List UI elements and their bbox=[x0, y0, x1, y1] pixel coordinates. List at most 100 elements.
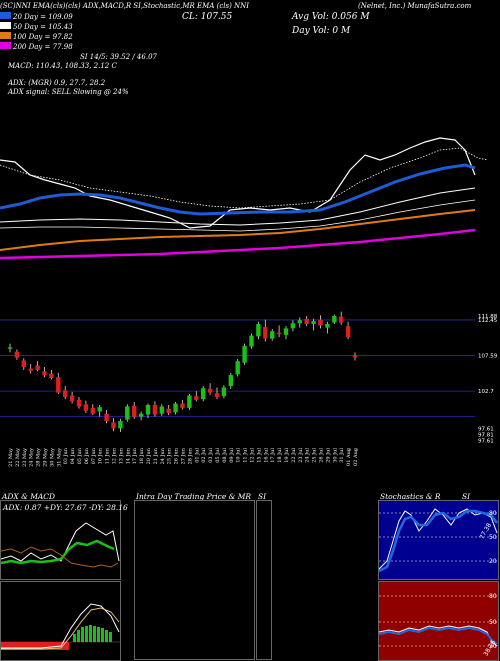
date-tick-label: 13 Jun bbox=[118, 447, 124, 464]
candle-body bbox=[352, 355, 358, 358]
si-indicator-panel: 80 50 20 38.16 bbox=[378, 581, 499, 661]
date-tick-label: 07 Jun bbox=[91, 447, 97, 464]
si-indicator-chart: 80 50 20 38.16 bbox=[379, 593, 498, 657]
candle-body bbox=[28, 368, 33, 371]
si-line: SI 14/5: 39.52 / 46.07 bbox=[80, 53, 157, 61]
candle-body bbox=[228, 375, 233, 386]
si-panel-title: SI bbox=[258, 492, 267, 501]
candle-body bbox=[283, 328, 289, 335]
candle-body bbox=[263, 326, 268, 339]
si2-panel-title: SI bbox=[462, 492, 471, 501]
price-level-label: 102.7 bbox=[478, 389, 494, 395]
si-white-line bbox=[379, 625, 498, 647]
price-level-label: 111.88 bbox=[478, 314, 498, 320]
candle-body bbox=[242, 345, 247, 363]
candle-body bbox=[138, 413, 144, 417]
candle-body bbox=[290, 323, 296, 329]
stoch-level-80: 80 bbox=[489, 510, 497, 517]
adx-line: ADX: (MGR) 0.9, 27.7, 28.2 bbox=[8, 79, 106, 87]
date-tick-label: 23 May bbox=[22, 448, 28, 467]
date-tick-label: 10 Jun bbox=[98, 447, 104, 464]
date-tick-label: 29 May bbox=[43, 448, 49, 467]
date-tick-label: 29 Jul bbox=[325, 448, 331, 463]
date-tick-label: 30 Jul bbox=[332, 448, 338, 463]
candle-body bbox=[56, 377, 61, 393]
price-level-label: 97.61 bbox=[478, 438, 494, 444]
ema20-dotted-line bbox=[0, 147, 489, 209]
date-tick-label: 22 Jul bbox=[291, 448, 297, 463]
date-tick-label: 11 Jun bbox=[105, 447, 111, 464]
macd-panel bbox=[0, 581, 121, 661]
si-level-50: 50 bbox=[489, 619, 497, 626]
candle-body bbox=[270, 331, 275, 339]
candle-body bbox=[187, 395, 192, 408]
date-tick-label: 18 Jun bbox=[139, 447, 145, 464]
date-tick-label: 11 Jul bbox=[243, 448, 249, 463]
date-tick-label: 03 Jul bbox=[208, 448, 214, 463]
date-tick-label: 02 Aug bbox=[353, 447, 359, 466]
candle-body bbox=[318, 319, 323, 326]
ema200-line bbox=[0, 228, 476, 260]
candle-body bbox=[194, 396, 199, 400]
candle-body bbox=[180, 403, 185, 408]
date-tick-label: 31 Jul bbox=[339, 448, 345, 463]
candle-body bbox=[276, 332, 282, 335]
adx-panel: ADX: 0.87 +DY: 27.67 -DY: 28.16 bbox=[0, 500, 128, 580]
stoch-k-line bbox=[379, 508, 498, 570]
date-tick-label: 26 Jun bbox=[174, 447, 180, 464]
date-tick-label: 08 Jul bbox=[222, 448, 228, 463]
candle-body bbox=[97, 407, 102, 412]
date-tick-label: 15 Jul bbox=[256, 448, 262, 463]
stoch-level-50: 50 bbox=[489, 534, 497, 541]
price-level-label: 97.61 bbox=[478, 426, 494, 432]
header-company: (Nelnet, Inc.) MunafaSutra.com bbox=[358, 2, 472, 10]
candle-body bbox=[104, 413, 109, 422]
date-tick-label: 12 Jun bbox=[112, 447, 118, 464]
candle-body bbox=[249, 335, 254, 347]
ema20-line bbox=[0, 163, 476, 216]
si-panel bbox=[256, 500, 272, 660]
date-tick-label: 26 Jul bbox=[319, 448, 325, 463]
date-tick-label: 18 Jul bbox=[277, 448, 283, 463]
ema200-swatch bbox=[0, 42, 11, 49]
date-tick-label: 21 Jun bbox=[153, 447, 159, 464]
adx-signal: ADX signal: SELL Slowing @ 24% bbox=[8, 88, 129, 96]
date-tick-label: 09 Jul bbox=[229, 448, 235, 463]
macd-hist-neg bbox=[1, 642, 69, 650]
date-tick-label: 05 Jul bbox=[215, 448, 221, 463]
intraday-panel-title: Intra Day Trading Price & MR bbox=[136, 492, 252, 501]
macd-chart bbox=[1, 603, 120, 650]
stochastic-panel: 80 50 20 77.38 bbox=[378, 500, 499, 580]
ema50-swatch bbox=[0, 22, 11, 29]
candle-body bbox=[166, 408, 171, 413]
ema20-value: 20 Day = 109.09 bbox=[13, 13, 73, 21]
ema200-label: 200 Day = 77.98 bbox=[0, 42, 73, 51]
price-level-label: 112.45 bbox=[478, 318, 498, 324]
stoch-panel-title: Stochastics & R bbox=[380, 492, 441, 501]
date-tick-label: 24 Jun bbox=[160, 447, 166, 464]
candle-body bbox=[49, 373, 54, 378]
intraday-panel bbox=[134, 500, 255, 660]
candle-body bbox=[207, 388, 213, 393]
price-level-label: 97.81 bbox=[478, 432, 494, 438]
date-tick-label: 17 Jul bbox=[270, 448, 276, 463]
price-close-line bbox=[0, 137, 476, 229]
candle-body bbox=[297, 320, 302, 324]
candle-body bbox=[339, 316, 344, 323]
date-tick-label: 28 Jun bbox=[187, 447, 193, 464]
avg-volume: Avg Vol: 0.056 M bbox=[292, 12, 370, 22]
candle-body bbox=[221, 387, 227, 397]
ema100-swatch bbox=[0, 32, 11, 39]
stochastic-chart: 80 50 20 77.38 bbox=[379, 508, 498, 573]
candle-body bbox=[83, 404, 89, 411]
date-tick-label: 02 Jul bbox=[201, 448, 207, 463]
ema100-line bbox=[0, 209, 476, 251]
date-tick-label: 06 Jun bbox=[84, 447, 90, 464]
macd-line bbox=[1, 603, 120, 649]
date-tick-label: 22 May bbox=[15, 448, 21, 467]
candle-body bbox=[90, 407, 95, 414]
ema20-label: 20 Day = 109.09 bbox=[0, 12, 73, 21]
candle-body bbox=[132, 405, 137, 417]
candle-body bbox=[345, 326, 351, 338]
